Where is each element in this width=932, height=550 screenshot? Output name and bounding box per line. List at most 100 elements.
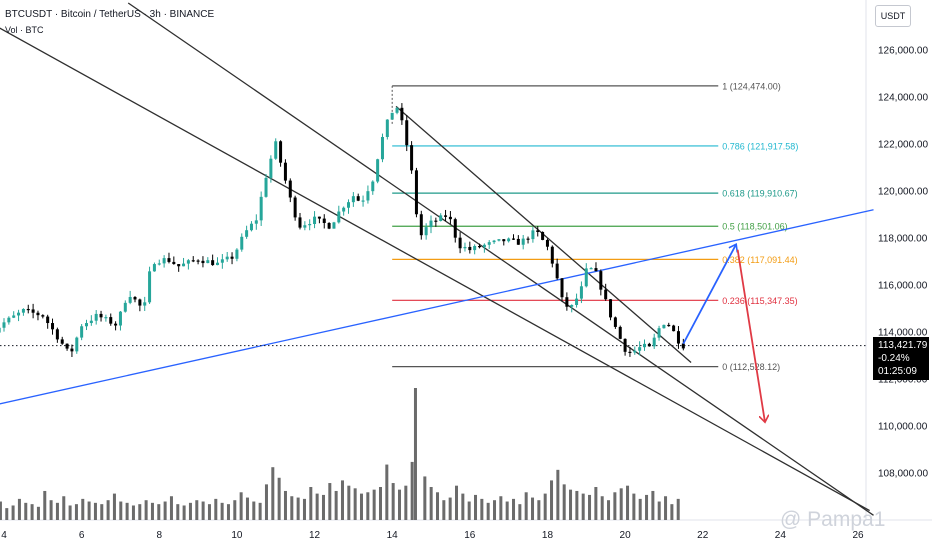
candle-body [676,331,680,344]
volume-bar [30,504,34,520]
volume-bar [0,501,2,520]
volume-bar [588,494,592,520]
candle-body [594,268,598,272]
candle-body [0,327,1,333]
candle-body [249,223,253,231]
candle-body [589,268,593,270]
volume-bar [575,490,579,520]
volume-bar [372,489,376,520]
candle-body [206,260,210,264]
candle-body [332,222,336,229]
volume-bar [283,490,287,520]
candle-body [366,191,370,201]
volume-bar [188,502,192,520]
candle-body [182,263,186,267]
candle-body [138,299,142,306]
candle-body [60,339,64,344]
candle-body [70,348,74,352]
currency-button[interactable]: USDT [875,5,911,27]
candle-body [220,259,224,263]
volume-bar [81,498,85,520]
x-tick-label: 26 [852,530,864,541]
volume-bar [252,501,256,520]
candle-body [303,225,307,228]
volume-bar [195,500,199,520]
candle-body [463,246,467,249]
volume-bar [36,506,40,520]
candle-body [21,308,25,313]
volume-bar [429,487,433,520]
candle-body [298,217,302,228]
x-tick-label: 4 [1,530,7,541]
volume-bar [74,504,78,520]
candle-body [526,238,530,240]
volume-bar [645,494,649,520]
candle-body [235,249,239,259]
volume-bar [271,467,275,520]
y-tick-label: 118,000.00 [878,234,928,245]
candle-body [633,350,637,353]
candle-body [628,351,632,354]
candle-body [46,316,50,324]
bar-countdown: 01:25:09 [878,366,917,377]
volume-bar [119,501,123,520]
volume-bar [49,500,53,520]
candle-body [638,347,642,351]
candle-body [565,297,569,307]
candle-body [245,230,249,237]
candle-body [283,162,287,181]
volume-bar [55,502,59,520]
candle-body [31,309,35,313]
candle-body [492,240,496,243]
x-tick-label: 6 [79,530,85,541]
volume-bar [581,493,585,520]
volume-bar [131,505,135,520]
candle-body [279,141,283,163]
candle-body [482,244,486,248]
candle-body [157,263,161,265]
x-tick-label: 10 [231,530,243,541]
candle-body [308,223,312,226]
candle-body [429,220,433,228]
candle-body [94,313,98,321]
volume-bar [657,501,661,520]
volume-bar [264,484,268,520]
candle-body [380,136,384,160]
volume-bar [670,504,674,520]
volume-bar [277,477,281,520]
lower-channel-line [0,27,870,512]
volume-bar [11,505,15,520]
candle-body [356,196,360,201]
candle-body [201,260,205,264]
candle-body [444,215,448,217]
volume-bar [524,492,528,520]
volume-bar [676,498,680,520]
candle-body [288,180,292,198]
candle-body [371,181,375,192]
candle-body [51,323,55,330]
volume-bar [62,496,66,520]
candle-body [152,264,156,272]
volume-bar [328,483,332,520]
volume-bar [613,492,617,520]
candle-body [123,302,127,312]
volume-bar [537,500,541,520]
candle-body [453,219,457,238]
volume-bar [626,485,630,520]
candle-body [550,246,554,264]
candle-body [667,324,671,327]
candle-body [342,207,346,212]
volume-bar [486,502,490,520]
candle-body [2,322,6,328]
candle-body [148,271,152,303]
fib-level-label: 1 (124,474.00) [722,81,781,91]
volume-indicator-label: Vol · BTC [5,25,44,35]
y-tick-label: 108,000.00 [878,469,928,480]
volume-bar [315,493,319,520]
volume-bar [87,501,91,520]
volume-bar [455,485,459,520]
volume-bar [106,500,110,520]
volume-bar [144,500,148,520]
